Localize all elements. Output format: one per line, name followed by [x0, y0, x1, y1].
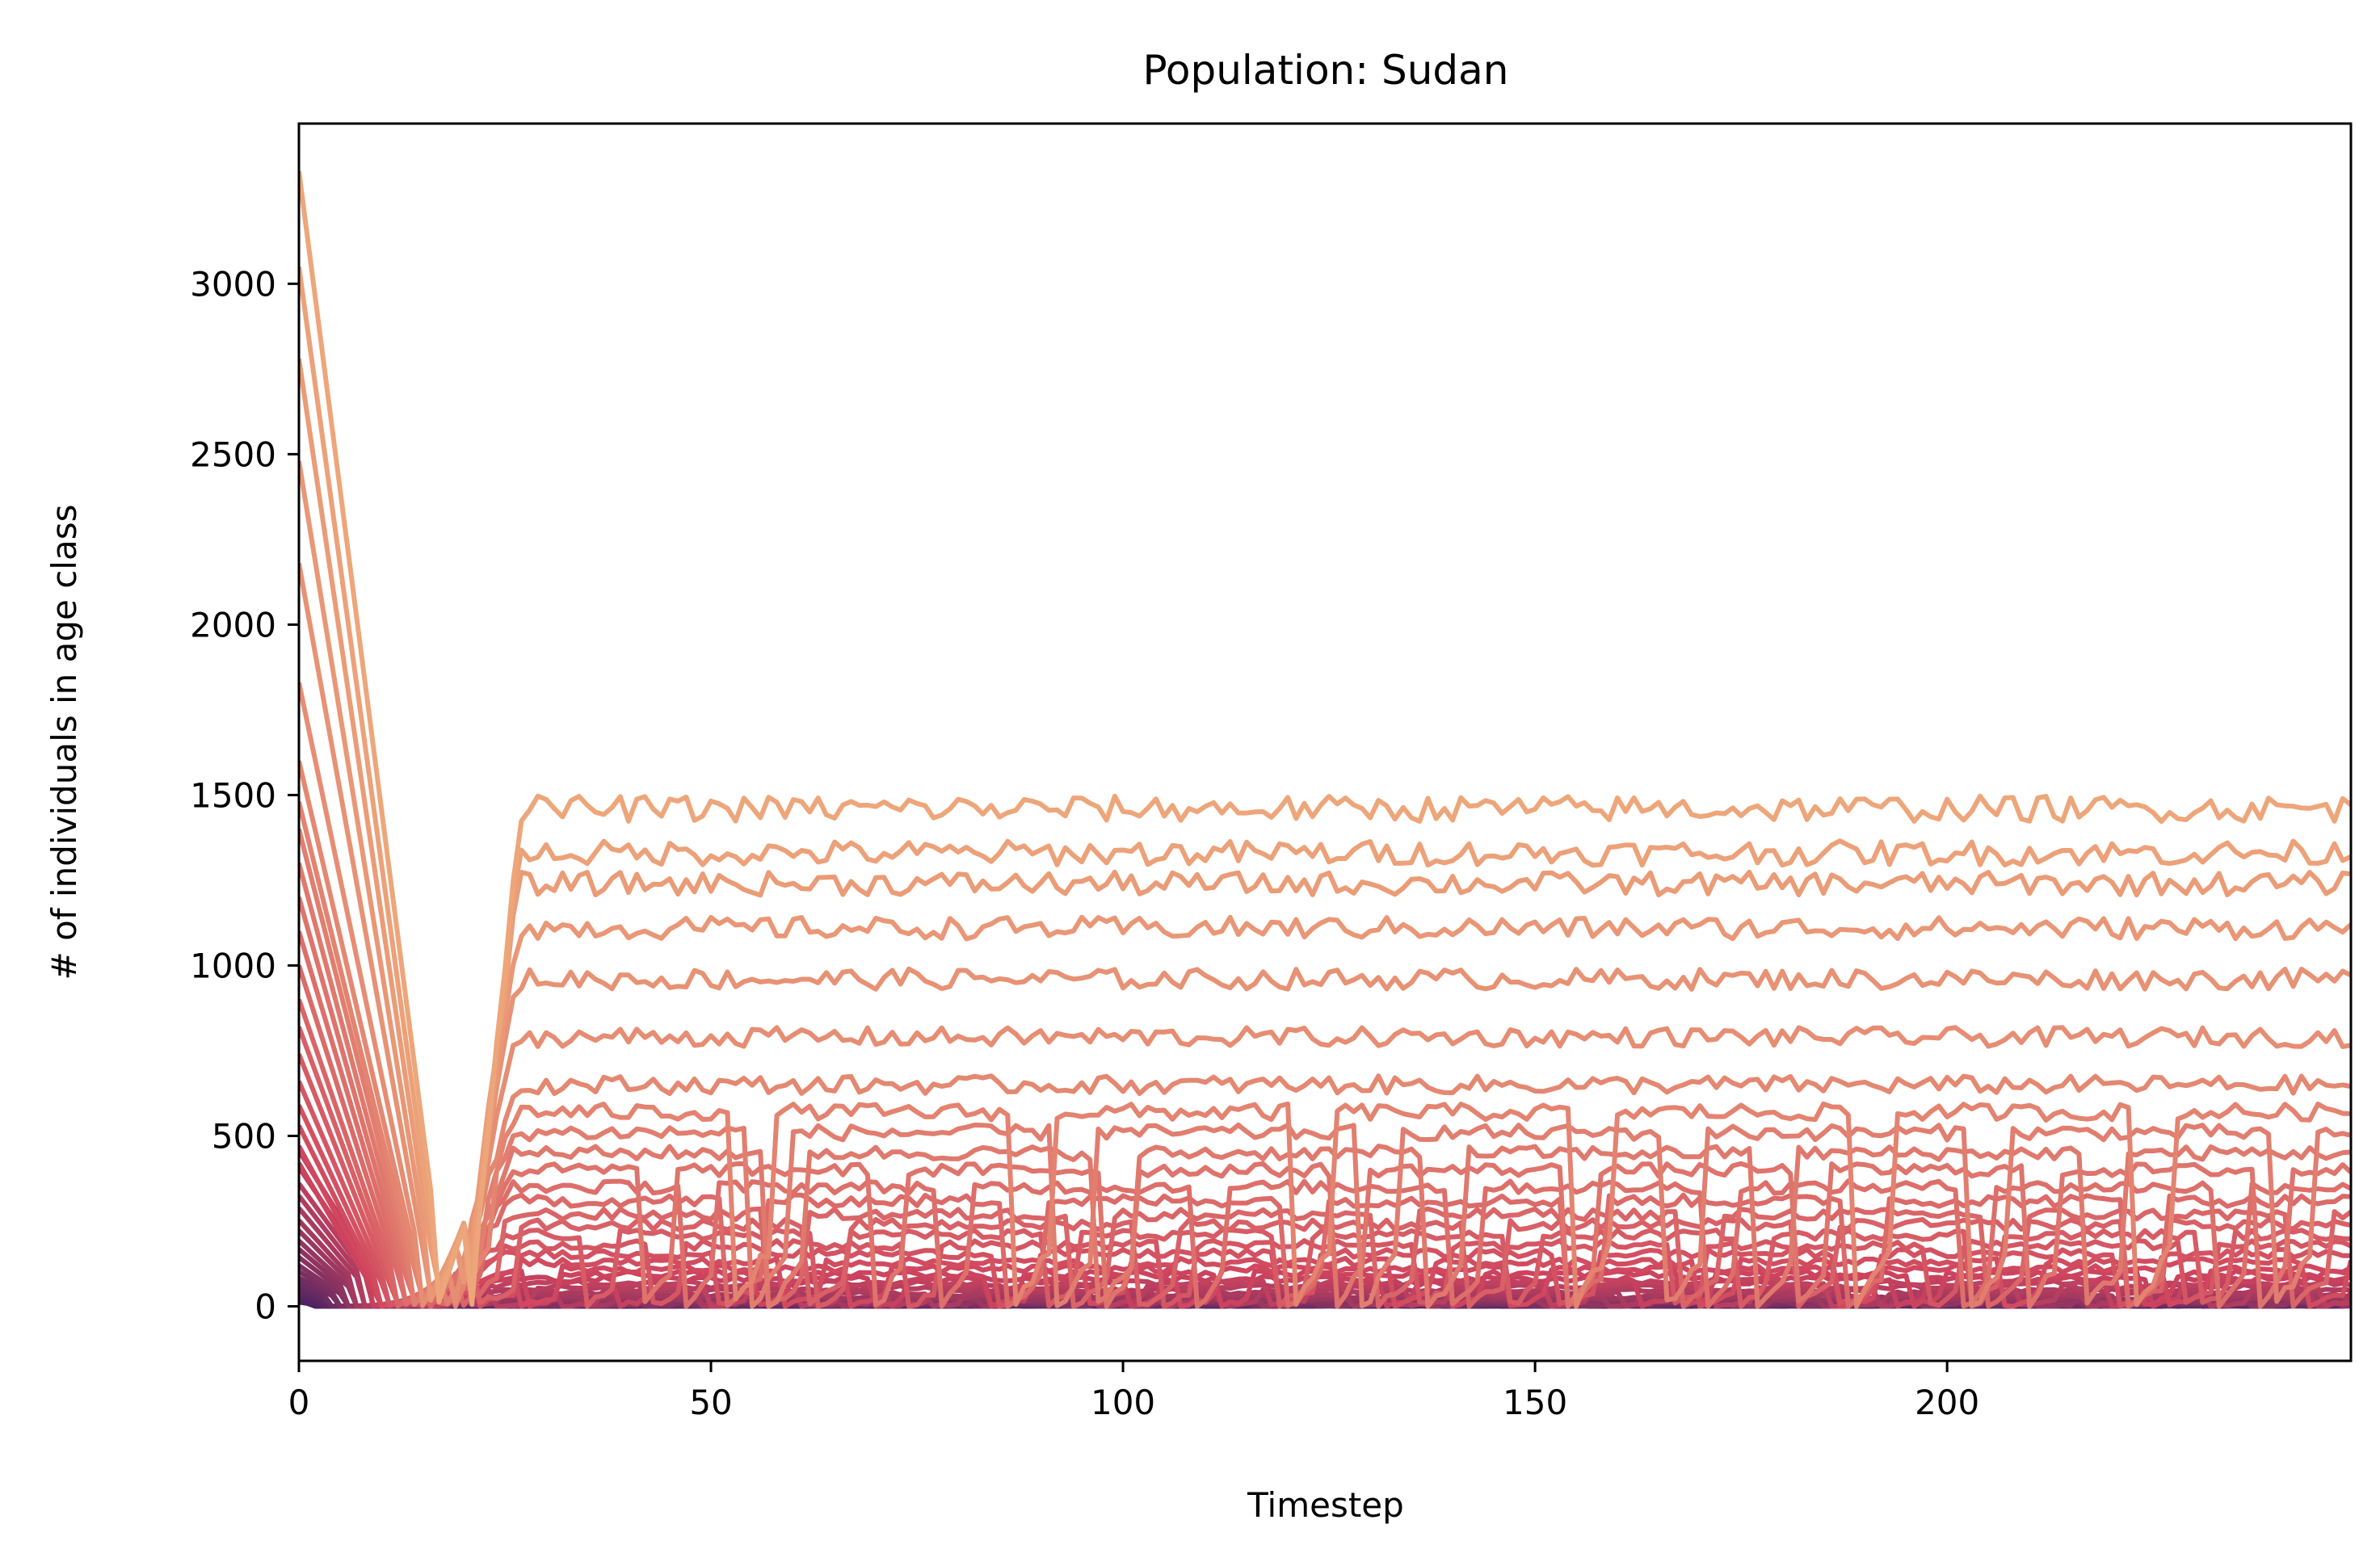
x-tick-label: 100	[1091, 1383, 1155, 1422]
age-class-series-line	[299, 682, 2351, 1308]
age-class-series-line	[299, 266, 2351, 1296]
y-tick-label: 2000	[190, 605, 276, 644]
age-class-series-line	[299, 760, 2351, 1304]
y-axis-label: # of individuals in age class	[44, 505, 84, 980]
age-class-series-line	[299, 460, 2351, 1303]
x-tick-label: 150	[1503, 1383, 1567, 1422]
y-tick-label: 0	[254, 1287, 276, 1326]
y-tick-label: 1500	[190, 775, 276, 815]
age-class-series-line	[299, 801, 2351, 1309]
age-class-series-line	[299, 170, 2351, 1307]
age-class-series-line	[299, 863, 2351, 1309]
age-class-series-line	[299, 562, 2351, 1298]
age-class-series-line	[299, 358, 2351, 1289]
age-class-series-line	[299, 828, 2351, 1309]
x-axis-label: Timestep	[1247, 1485, 1404, 1525]
y-tick-label: 500	[212, 1116, 276, 1156]
y-tick-label: 2500	[190, 435, 276, 474]
x-axis-ticks: 0 50 100 150 200	[288, 1361, 1979, 1422]
plot-frame	[297, 122, 2353, 1362]
x-tick-label: 200	[1915, 1383, 1979, 1422]
series-group	[299, 170, 2351, 1309]
y-axis-ticks: 0 500 1000 1500 2000 2500 3000	[190, 264, 299, 1326]
x-tick-label: 0	[288, 1383, 310, 1422]
y-tick-label: 3000	[190, 264, 276, 304]
y-tick-label: 1000	[190, 946, 276, 985]
age-class-series-line	[299, 1149, 2351, 1309]
x-tick-label: 50	[689, 1383, 732, 1422]
age-class-series-line	[299, 1161, 2351, 1309]
chart-title: Population: Sudan	[1143, 47, 1509, 94]
